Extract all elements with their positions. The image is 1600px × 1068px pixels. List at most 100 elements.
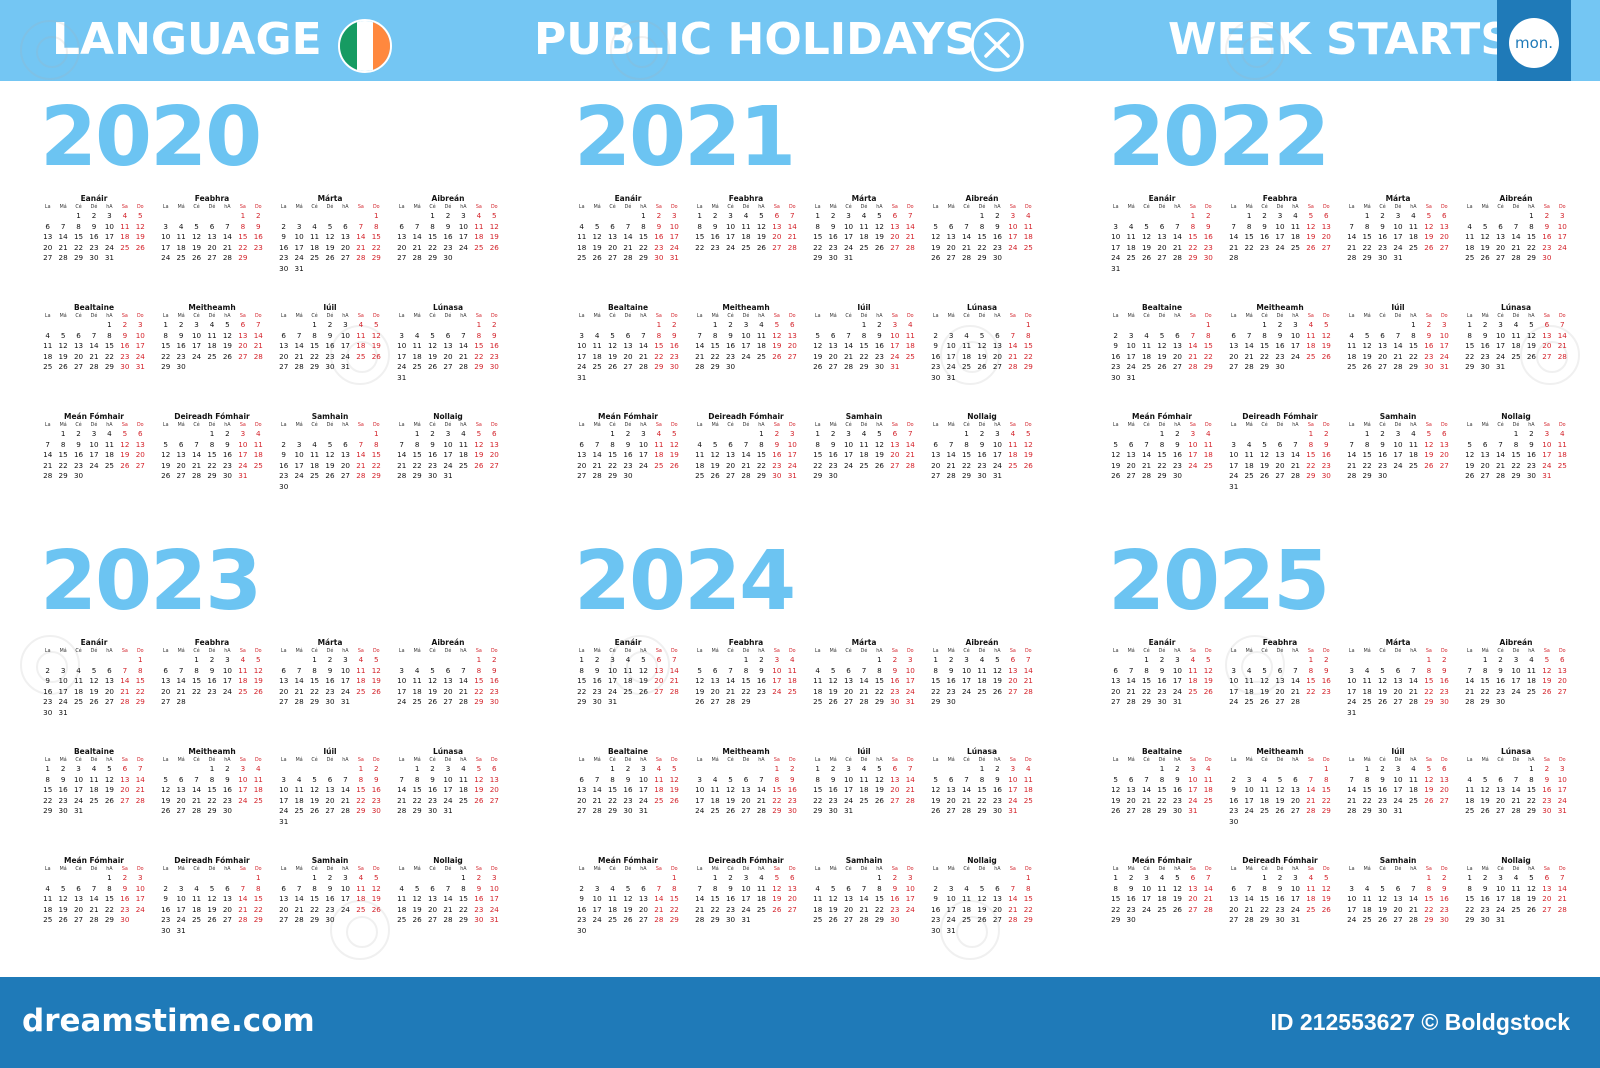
day-cell: 17 bbox=[1557, 232, 1567, 242]
weekday-header: La Má Cé Dé hA Sa Do bbox=[692, 422, 800, 429]
empty-day-cell bbox=[1477, 429, 1492, 440]
day-cell: 31 bbox=[843, 253, 854, 263]
day-cell: 28 bbox=[294, 362, 304, 372]
day-cell: 12 bbox=[1321, 883, 1331, 893]
day-cell: 29 bbox=[356, 806, 366, 816]
weekday-label: Dé bbox=[1276, 758, 1284, 763]
empty-day-cell bbox=[1241, 320, 1256, 331]
day-cell: 24 bbox=[397, 697, 407, 707]
day-cell: 11 bbox=[1008, 439, 1018, 449]
month-calendar: Lúnasa La Má Cé Dé hA Sa Do 1 2 3 4 5 6 7 8 9 10 11 12 13 14 1… bbox=[394, 303, 502, 390]
day-cell: 22 bbox=[1259, 904, 1270, 914]
empty-day-cell bbox=[723, 655, 738, 666]
month-name: Deireadh Fómhair bbox=[708, 412, 784, 421]
day-cell: 14 bbox=[787, 221, 797, 231]
weekday-label: Sa bbox=[1189, 205, 1196, 210]
weekday-header: La Má Cé Dé hA Sa Do bbox=[276, 866, 384, 873]
day-cell: 20 bbox=[992, 904, 1002, 914]
month-name: Meán Fómhair bbox=[597, 412, 659, 421]
day-cell: 18 bbox=[356, 894, 366, 904]
day-cell: 30 bbox=[890, 915, 900, 925]
day-cell: 2 bbox=[1529, 429, 1534, 438]
day-cell: 26 bbox=[1111, 471, 1121, 481]
day-cell: 13 bbox=[1439, 221, 1449, 231]
day-cell: 13 bbox=[1439, 774, 1449, 784]
day-cell: 14 bbox=[1008, 341, 1018, 351]
day-cell: 4 bbox=[907, 320, 913, 329]
day-cell: 24 bbox=[1172, 686, 1182, 696]
day-cell: 20 bbox=[1542, 341, 1552, 351]
day-cell: 29 bbox=[1111, 915, 1121, 925]
day-cell: 13 bbox=[1321, 221, 1331, 231]
day-cell: 23 bbox=[931, 915, 941, 925]
day-cell: 1 bbox=[1513, 429, 1519, 438]
weekday-label: Má bbox=[1363, 867, 1371, 872]
day-cell: 14 bbox=[741, 450, 751, 460]
day-cell: 17 bbox=[458, 232, 468, 242]
day-cell: 17 bbox=[1495, 341, 1506, 351]
weekday-label: Dé bbox=[444, 205, 452, 210]
day-grid: 1 2 3 4 5 6 7 8 9 10 11 12 13 14 15 16 17 18 19 20 21 22 23 24 2… bbox=[1108, 655, 1216, 708]
day-cell: 24 bbox=[58, 697, 68, 707]
month-name: Iúil bbox=[323, 747, 337, 756]
weekday-label: hA bbox=[106, 205, 113, 210]
weekday-label: Cé bbox=[1379, 867, 1386, 872]
day-cell: 3 bbox=[1277, 211, 1283, 220]
empty-day-cell bbox=[620, 211, 635, 222]
day-cell: 2 bbox=[1380, 764, 1385, 773]
day-cell: 14 bbox=[1203, 883, 1213, 893]
day-grid: 1 2 3 4 5 6 7 8 9 10 11 12 13 14 15 16 17 18 19 20 21 22 23 24 2… bbox=[1226, 320, 1334, 373]
watermark-icon bbox=[1225, 20, 1285, 80]
day-cell: 13 bbox=[1229, 894, 1239, 904]
empty-day-cell bbox=[322, 211, 337, 222]
day-cell: 26 bbox=[710, 471, 720, 481]
weekday-label: Cé bbox=[311, 649, 318, 654]
day-cell: 27 bbox=[890, 795, 900, 805]
weekday-label: Dé bbox=[326, 423, 334, 428]
day-cell: 23 bbox=[577, 915, 587, 925]
day-cell: 21 bbox=[1557, 341, 1567, 351]
weekday-header: La Má Cé Dé hA Sa Do bbox=[1344, 866, 1452, 873]
empty-day-cell bbox=[1139, 429, 1154, 440]
empty-day-cell bbox=[40, 320, 55, 331]
day-cell: 24 bbox=[577, 362, 587, 372]
day-cell: 9 bbox=[1231, 785, 1236, 795]
day-cell: 14 bbox=[1495, 450, 1506, 460]
day-cell: 22 bbox=[813, 795, 823, 805]
month-calendar: Feabhra La Má Cé Dé hA Sa Do 1 2 3 4 5 6 7 8 9 10 11 12 13 14… bbox=[692, 638, 800, 725]
day-cell: 23 bbox=[489, 686, 499, 696]
month-calendar: Márta La Má Cé Dé hA Sa Do 1 2 3 4 5 6 7 8 9 10 11 12 13 14 15… bbox=[276, 194, 384, 281]
day-cell: 3 bbox=[846, 429, 851, 438]
month-name: Lúnasa bbox=[1500, 747, 1532, 756]
day-cell: 13 bbox=[992, 894, 1002, 904]
day-cell: 7 bbox=[60, 221, 66, 231]
day-cell: 27 bbox=[120, 795, 130, 805]
day-cell: 14 bbox=[238, 894, 248, 904]
day-grid: 1 2 3 4 5 6 7 8 9 10 11 12 13 14 15 16 17 18 19 20 21 22 23 24 2… bbox=[1344, 211, 1452, 264]
day-cell: 2 bbox=[1128, 873, 1134, 882]
day-cell: 28 bbox=[669, 686, 679, 696]
day-cell: 12 bbox=[1424, 774, 1434, 784]
day-cell: 20 bbox=[1188, 894, 1198, 904]
weekday-label: Má bbox=[1363, 314, 1371, 319]
day-cell: 29 bbox=[638, 253, 648, 263]
day-cell: 12 bbox=[977, 894, 987, 904]
day-cell: 9 bbox=[728, 883, 733, 893]
weekday-label: La bbox=[696, 423, 703, 428]
weekday-label: Sa bbox=[357, 758, 364, 763]
day-cell: 18 bbox=[253, 450, 263, 460]
day-cell: 5 bbox=[209, 883, 215, 893]
day-cell: 2 bbox=[209, 655, 215, 664]
day-cell: 22 bbox=[474, 686, 484, 696]
month-name: Iúil bbox=[1391, 303, 1405, 312]
weekday-label: Sa bbox=[1425, 867, 1432, 872]
weekday-label: Cé bbox=[1143, 205, 1150, 210]
day-cell: 12 bbox=[813, 341, 823, 351]
weekday-label: Do bbox=[788, 423, 796, 428]
day-cell: 26 bbox=[1172, 904, 1182, 914]
day-cell: 13 bbox=[443, 341, 453, 351]
day-cell: 10 bbox=[1495, 883, 1506, 893]
day-cell: 22 bbox=[638, 242, 648, 252]
day-cell: 24 bbox=[176, 915, 186, 925]
day-cell: 29 bbox=[371, 471, 381, 481]
